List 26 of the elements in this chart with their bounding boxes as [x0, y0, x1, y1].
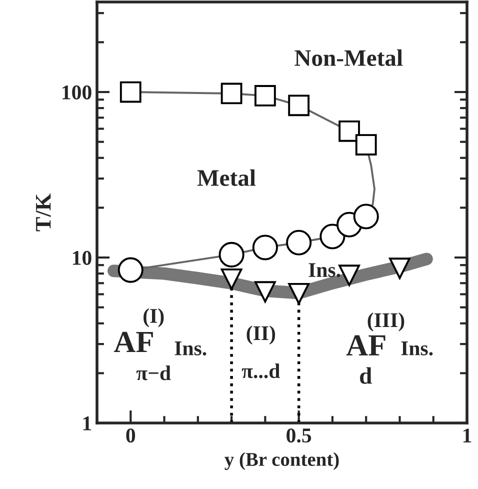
point [389, 258, 410, 280]
annotation: Ins. [401, 342, 433, 356]
annotation: Ins. [174, 342, 206, 356]
point [288, 282, 310, 304]
annotation: Ins. [308, 263, 340, 278]
annotation: (III) [368, 312, 404, 332]
annotation: Metal [197, 169, 256, 186]
annotation: AF [114, 332, 153, 352]
annotation: (I) [144, 308, 164, 328]
y-tick-label: 10 [72, 250, 92, 265]
point [220, 268, 242, 290]
x-axis-title: y (Br content) [224, 452, 339, 470]
x-tick-label: 0.5 [286, 428, 312, 443]
x-tick-label: 0 [126, 428, 136, 443]
y-tick-label: 1 [83, 416, 92, 430]
annotation: d [360, 367, 372, 384]
point [338, 264, 360, 286]
y-tick-label: 100 [62, 85, 92, 100]
annotation: Non-Metal [294, 49, 403, 66]
annotation: AF [346, 335, 386, 356]
x-tick-label: 1 [463, 428, 472, 442]
y-axis-title: T/K [36, 194, 51, 232]
point [254, 281, 276, 303]
annotation: (II) [246, 326, 276, 344]
annotation: π−d [136, 366, 171, 380]
annotation: π...d [242, 363, 280, 378]
